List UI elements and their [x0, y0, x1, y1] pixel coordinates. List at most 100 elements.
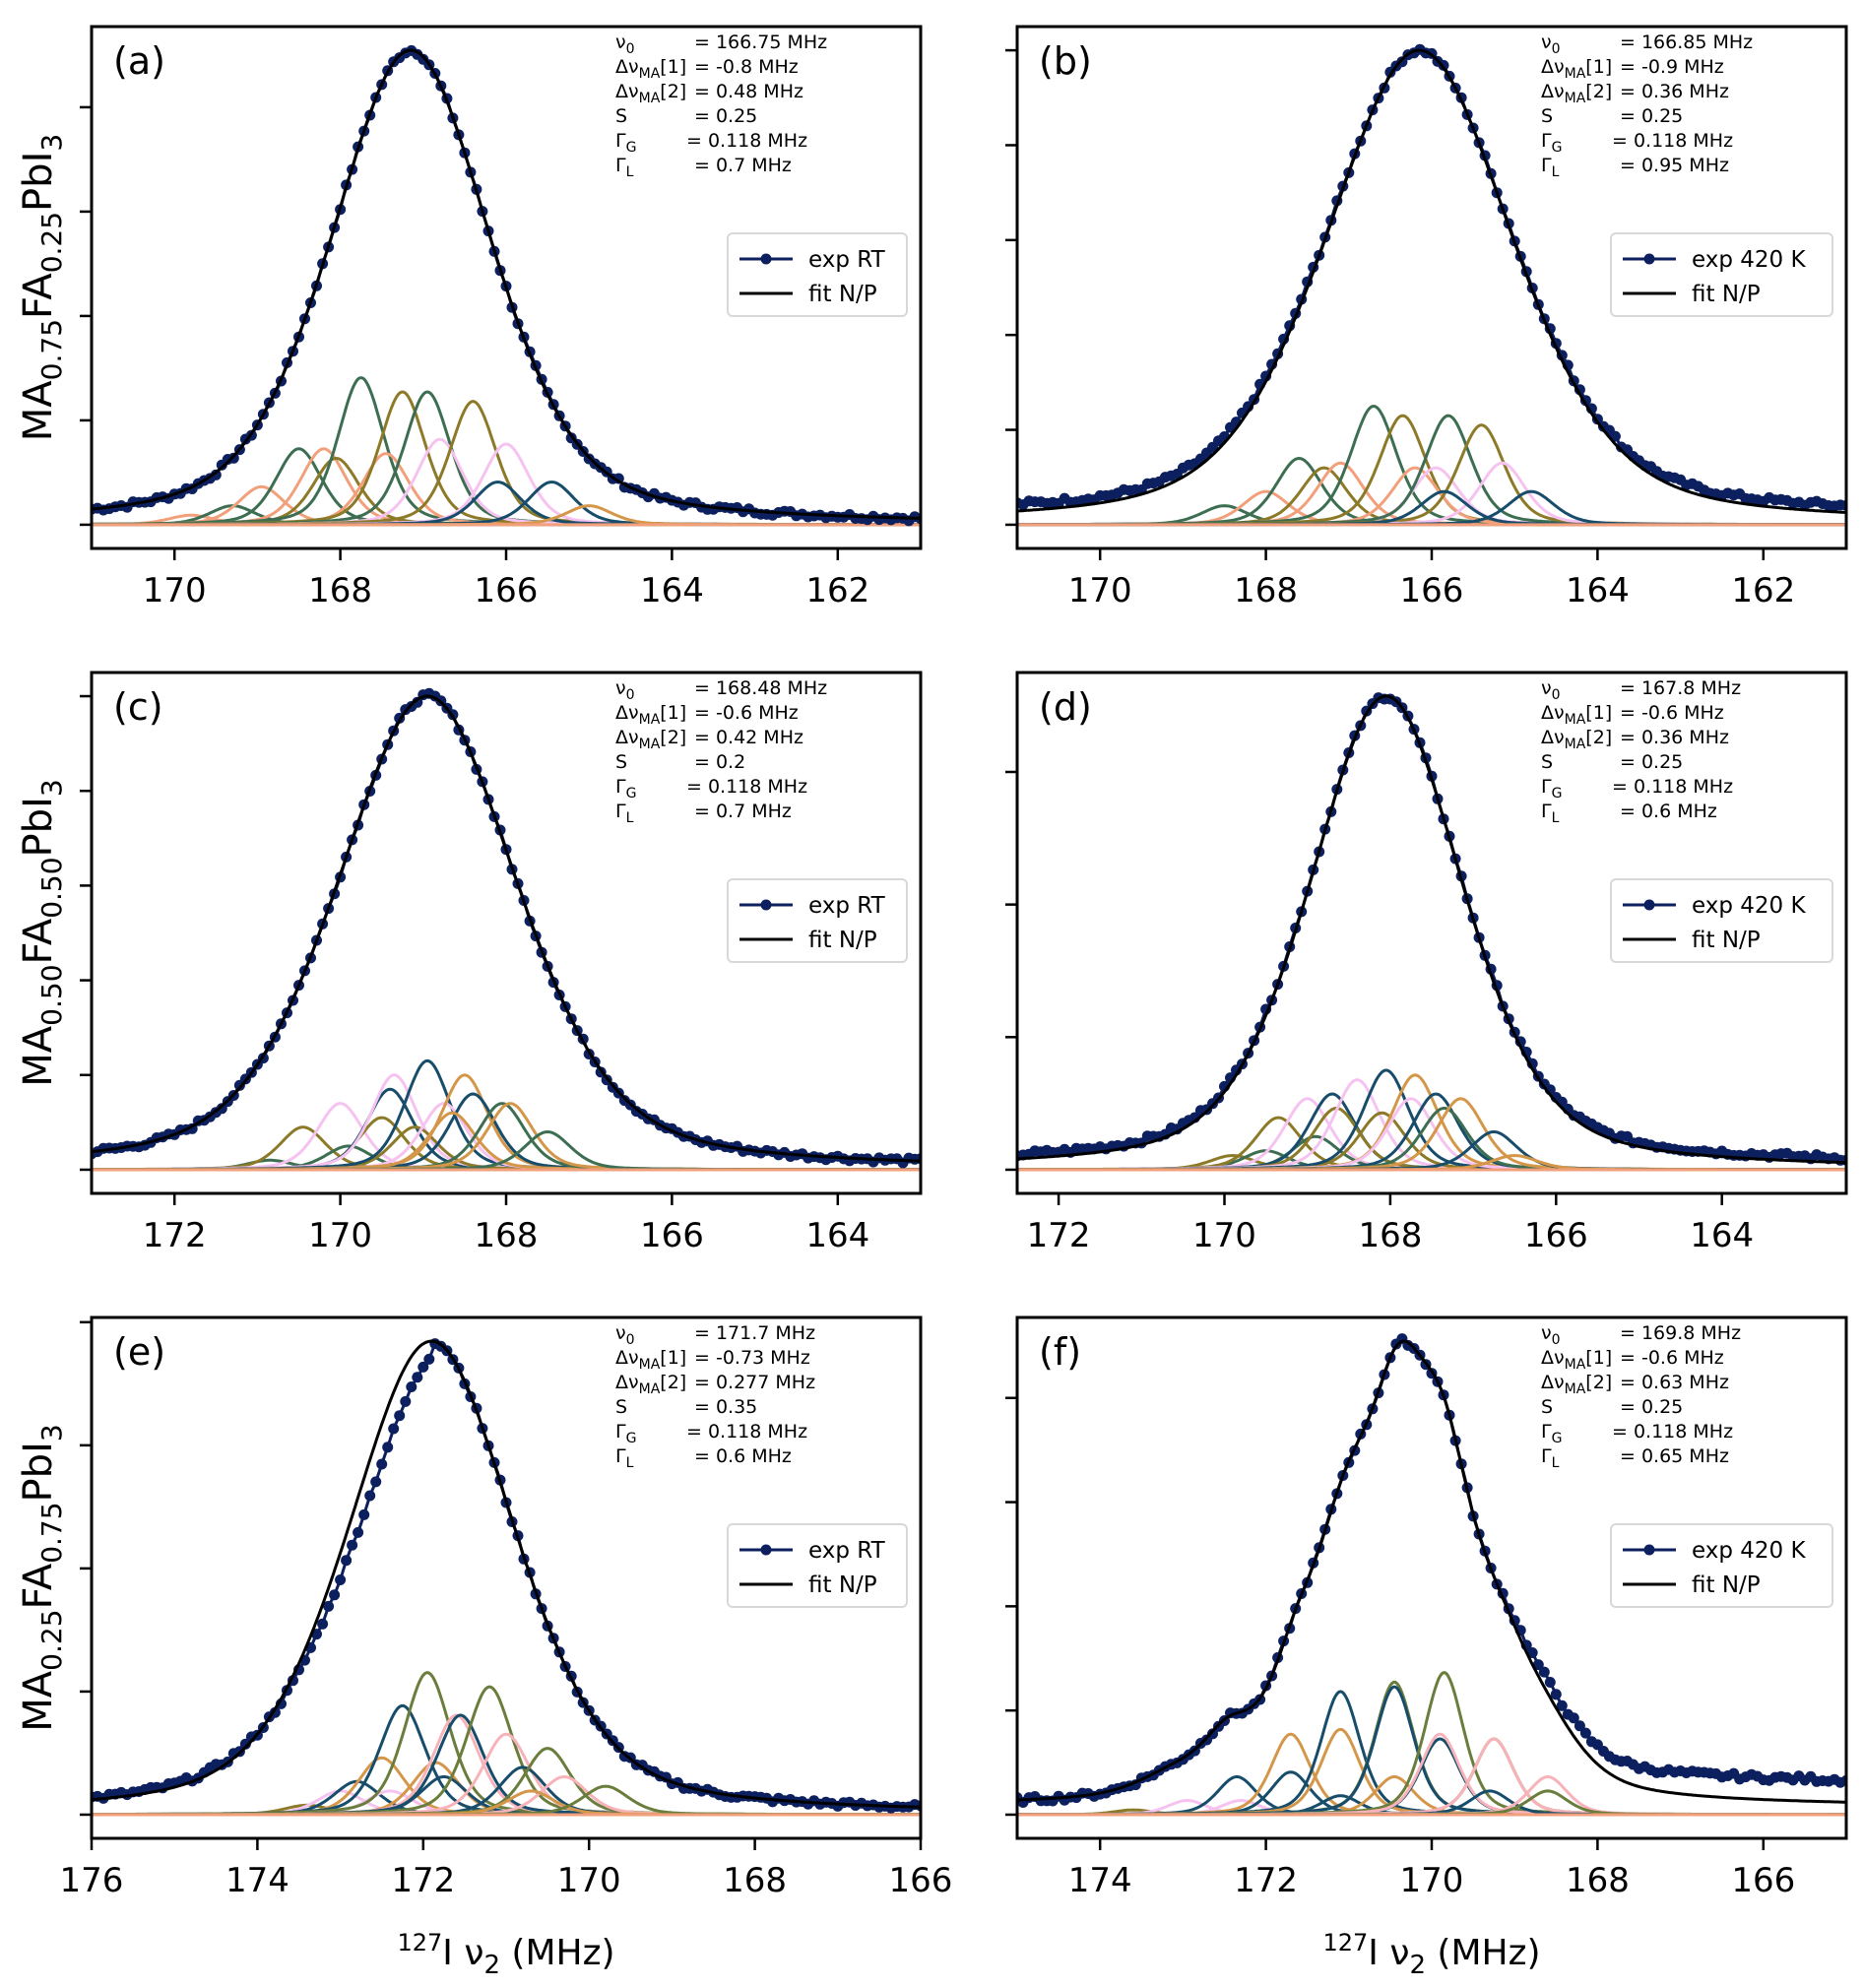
param-name: ΔνMA[2]	[615, 727, 686, 752]
exp-point	[418, 1361, 429, 1373]
component-curve	[1017, 1092, 1846, 1172]
plot-area	[92, 44, 921, 527]
formula-part: FA	[16, 273, 61, 319]
exp-point	[341, 1555, 353, 1567]
param-value: = -0.6 MHz	[694, 702, 799, 724]
param-name: ΓG	[615, 776, 636, 802]
param-name: ΓL	[615, 801, 634, 826]
param-subscript: MA	[1565, 712, 1586, 728]
param-subscript: MA	[639, 1357, 661, 1373]
component-curve	[1017, 1092, 1846, 1172]
param-value: = -0.73 MHz	[694, 1347, 810, 1369]
param-subscript: L	[1552, 164, 1560, 180]
plot-area	[1017, 1333, 1846, 1817]
param-subscript: L	[1552, 810, 1560, 826]
component-curve	[1017, 1097, 1846, 1172]
param-subscript: 0	[1552, 41, 1561, 57]
legend-exp-label: exp RT	[808, 893, 886, 919]
param-index: [2]	[1585, 1372, 1612, 1393]
param-subscript: L	[626, 164, 634, 180]
param-subscript: MA	[639, 66, 661, 82]
x-tick-label: 166	[1731, 1861, 1795, 1900]
formula-part: PbI	[16, 152, 61, 212]
exp-point	[1568, 1712, 1579, 1724]
x-tick-label: 164	[640, 571, 704, 610]
param-value: = 166.75 MHz	[694, 32, 827, 53]
legend-exp-marker	[760, 1544, 772, 1556]
legend-box	[727, 232, 908, 317]
formula-part: PbI	[16, 797, 61, 857]
param-symbol: Γ	[1541, 1421, 1552, 1443]
x-tick-label: 172	[391, 1861, 455, 1900]
x-axis-label-main: I ν	[1368, 1933, 1409, 1973]
param-value: = -0.6 MHz	[1620, 702, 1724, 724]
x-tick-label: 170	[1192, 1216, 1256, 1255]
component-curve	[92, 390, 921, 527]
exp-point	[406, 1381, 418, 1392]
param-subscript: MA	[639, 1381, 661, 1397]
param-value: = 0.25	[694, 105, 757, 127]
plot-area	[1017, 692, 1846, 1172]
param-name: ΔνMA[1]	[1541, 702, 1612, 728]
param-name: ΔνMA[1]	[615, 1347, 686, 1373]
param-symbol: Γ	[1541, 801, 1552, 822]
exp-point	[358, 1508, 370, 1520]
param-index: [2]	[1585, 81, 1612, 102]
exp-point	[388, 1423, 400, 1435]
legend-fit-label: fit N/P	[1692, 1572, 1761, 1598]
plot-area	[92, 687, 921, 1172]
param-symbol: Δν	[615, 56, 639, 78]
param-value: = 0.118 MHz	[1612, 130, 1733, 152]
exp-point	[239, 1738, 251, 1750]
param-symbol: Γ	[1541, 776, 1552, 798]
axes-frame	[1015, 671, 1848, 1195]
row-ylabel: MA0.25FA0.75PbI3	[16, 1424, 68, 1731]
exp-point	[1532, 1659, 1544, 1671]
param-name: S	[1541, 1396, 1553, 1418]
x-tick-label: 162	[1731, 571, 1795, 610]
param-subscript: 0	[1552, 1332, 1561, 1348]
param-subscript: G	[626, 140, 637, 156]
x-tick-label: 170	[308, 1216, 372, 1255]
panel-label: (f)	[1039, 1330, 1081, 1374]
param-subscript: MA	[1565, 1381, 1586, 1397]
param-value: = 0.118 MHz	[1612, 776, 1733, 798]
param-value: = -0.6 MHz	[1620, 1347, 1724, 1369]
param-symbol: Δν	[1541, 1347, 1565, 1369]
param-name: ΓG	[615, 1421, 636, 1446]
param-subscript: L	[1552, 1455, 1560, 1471]
legend-box	[1610, 232, 1833, 317]
param-value: = 0.118 MHz	[686, 130, 807, 152]
x-tick-label: 172	[1234, 1861, 1298, 1900]
x-axis-label-unit: (MHz)	[1426, 1933, 1541, 1973]
param-name: ΓL	[615, 155, 634, 180]
exp-point	[412, 1372, 423, 1383]
legend-exp-label: exp RT	[808, 247, 886, 273]
formula-subscript: 0.50	[35, 857, 68, 918]
exp-point	[329, 1589, 341, 1601]
exp-point	[216, 1103, 227, 1115]
formula-part: FA	[16, 918, 61, 964]
legend-box	[1610, 1523, 1833, 1608]
param-name: ν0	[1541, 677, 1561, 703]
x-tick-label: 174	[225, 1861, 289, 1900]
param-value: = 0.35	[694, 1396, 757, 1418]
param-symbol: Δν	[1541, 727, 1565, 748]
panel-label: (b)	[1039, 39, 1092, 83]
plot-area	[92, 1338, 921, 1817]
x-tick-label: 166	[889, 1861, 953, 1900]
param-name: ν0	[1541, 1322, 1561, 1348]
param-value: = 0.118 MHz	[1612, 1421, 1733, 1443]
param-subscript: L	[626, 1455, 634, 1471]
exp-point	[1544, 1677, 1556, 1688]
exp-point	[347, 1539, 358, 1551]
x-tick-label: 168	[1234, 571, 1298, 610]
param-index: [2]	[660, 1372, 686, 1393]
formula-part: MA	[16, 1025, 61, 1087]
param-value: = 0.95 MHz	[1620, 155, 1729, 176]
legend-exp-marker	[760, 253, 772, 265]
x-tick-label: 172	[143, 1216, 207, 1255]
formula-part: MA	[16, 380, 61, 442]
